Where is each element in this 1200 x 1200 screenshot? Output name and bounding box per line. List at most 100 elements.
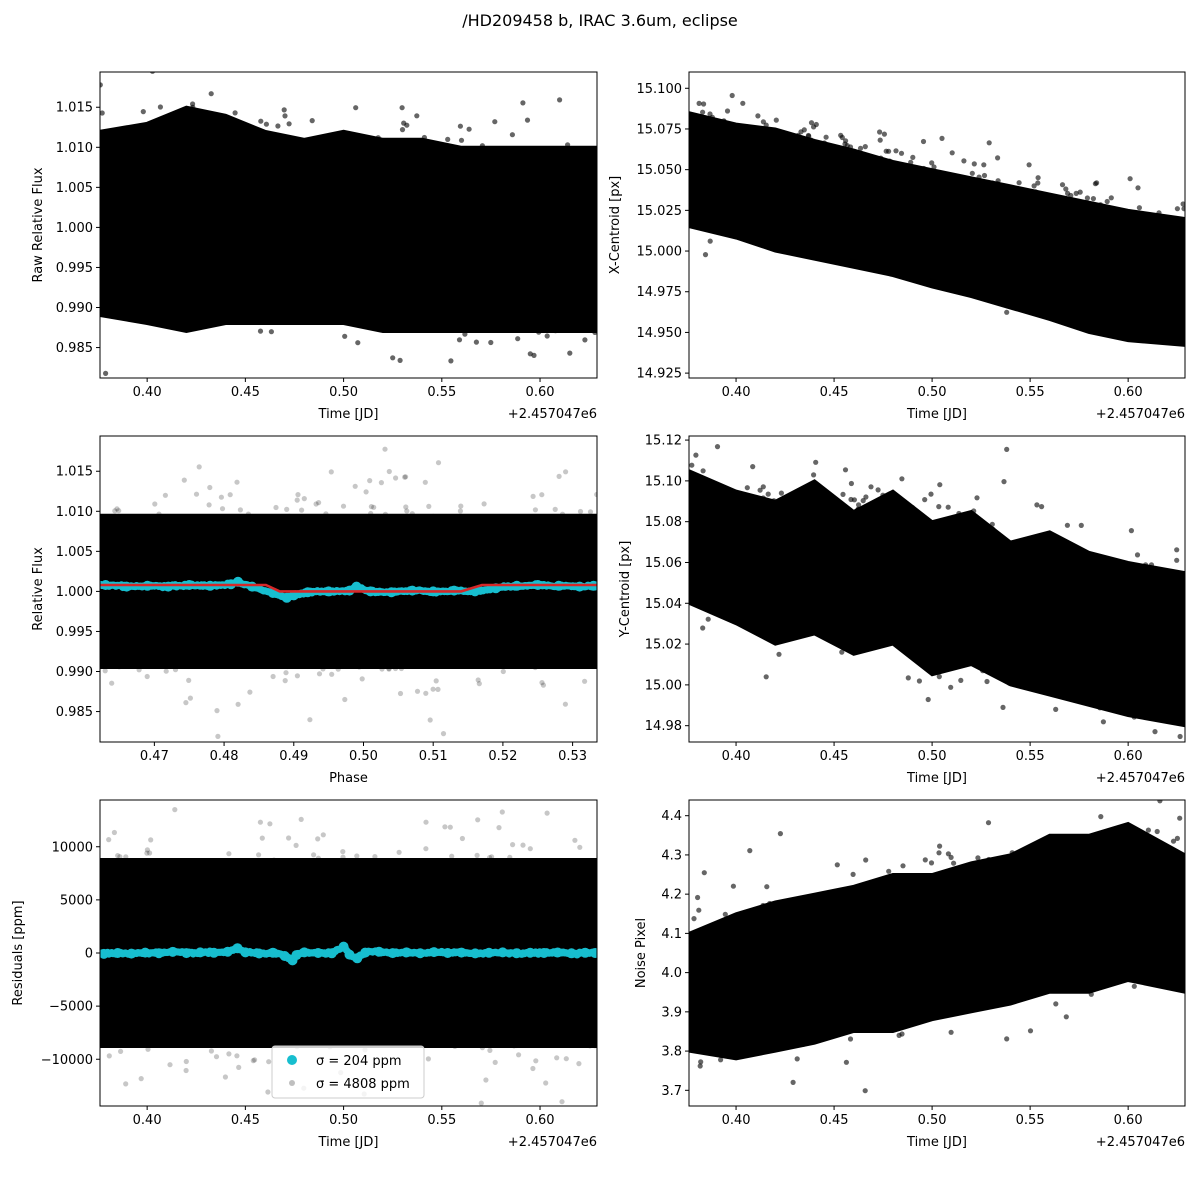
y-centroid-point — [953, 603, 960, 609]
x-centroid-point — [1123, 234, 1129, 240]
raw-flux-point — [258, 212, 264, 218]
residuals-point — [482, 962, 488, 968]
raw-flux-point — [145, 192, 151, 198]
x-centroid-point — [1019, 225, 1025, 231]
y-centroid-point — [1125, 649, 1131, 655]
x-centroid-point — [707, 138, 713, 144]
x-centroid-point — [942, 183, 948, 189]
residuals-point — [359, 1033, 365, 1039]
phase-flux-point — [241, 562, 247, 568]
y-centroid-point — [1034, 502, 1040, 508]
y-centroid-point — [824, 570, 831, 576]
phase-flux-point — [535, 567, 541, 574]
phase-flux-point — [430, 686, 436, 692]
y-centroid-point — [1115, 597, 1121, 604]
phase-flux-point — [414, 581, 420, 587]
raw-flux-point — [567, 350, 573, 356]
raw-flux-point — [530, 284, 536, 291]
raw-flux-point — [148, 273, 154, 279]
phase-flux-point — [279, 552, 285, 559]
phase-flux-point — [136, 636, 142, 642]
x-centroid-point — [968, 267, 974, 273]
phase-flux-point — [240, 626, 246, 633]
y-centroid-point — [753, 548, 759, 554]
phase-flux-point — [497, 594, 503, 600]
figure-title: /HD209458 b, IRAC 3.6um, eclipse — [462, 11, 738, 30]
raw-flux-point — [529, 242, 535, 248]
residuals-point — [227, 965, 234, 971]
x-centroid-point — [1009, 260, 1015, 266]
raw-flux-point — [368, 225, 375, 232]
raw-flux-point — [537, 243, 543, 249]
raw-flux-point — [182, 159, 188, 165]
raw-flux-point — [411, 231, 417, 237]
y-centroid-point — [999, 629, 1006, 635]
phase-flux-point — [435, 460, 442, 466]
phase-flux-point — [564, 640, 570, 646]
y-centroid-point — [855, 507, 861, 513]
raw-flux-point — [391, 232, 397, 238]
phase-flux-point — [336, 612, 342, 618]
phase-flux-point — [572, 578, 579, 584]
raw-flux-point — [205, 257, 211, 263]
x-centroid-point — [1124, 280, 1130, 286]
y-centroid-point — [1026, 613, 1033, 619]
residuals-point — [499, 916, 506, 922]
y-centroid-point — [811, 472, 817, 478]
y-centroid-point — [1045, 633, 1051, 640]
y-centroid-point — [767, 548, 774, 554]
x-centroid-point — [1033, 197, 1040, 203]
y-centroid-point — [1024, 678, 1030, 684]
phase-flux-point — [198, 535, 204, 541]
phase-flux-point — [187, 616, 194, 622]
y-centroid-point — [713, 494, 719, 500]
phase-flux-point — [397, 690, 404, 697]
raw-flux-point — [429, 179, 435, 185]
raw-flux-point — [249, 164, 255, 170]
x-centroid-point — [1180, 223, 1185, 229]
x-centroid-point — [707, 183, 714, 190]
phase-flux-point — [542, 662, 548, 668]
x-centroid-point — [893, 176, 899, 182]
phase-flux-point — [208, 657, 214, 663]
residuals-point — [383, 1007, 389, 1013]
x-centroid-point — [1029, 210, 1035, 216]
y-centroid-point — [848, 563, 854, 569]
phase-flux-point — [153, 611, 159, 617]
residuals-point — [587, 1037, 594, 1043]
raw-flux-point — [388, 165, 394, 171]
raw-flux-point — [280, 224, 286, 230]
phase-flux-point — [499, 573, 505, 579]
phase-flux-point — [443, 629, 449, 635]
x-centroid-point — [1143, 269, 1149, 275]
raw-flux-point — [372, 280, 378, 286]
y-centroid-point — [873, 627, 879, 634]
x-centroid-point — [877, 137, 883, 143]
raw-flux-point — [160, 230, 166, 236]
residuals-point — [576, 1061, 582, 1067]
residuals-point — [374, 908, 380, 914]
y-centroid-point — [972, 611, 978, 617]
phase-flux-point — [154, 575, 160, 582]
raw-flux-point — [316, 252, 322, 258]
phase-flux-point — [379, 666, 385, 672]
residuals-point — [409, 978, 415, 984]
raw-flux-point — [100, 284, 106, 290]
raw-flux-point — [563, 219, 569, 226]
phase-flux-point — [164, 534, 170, 540]
y-centroid-point — [754, 556, 760, 562]
residuals-point — [521, 1038, 527, 1044]
phase-flux-point — [386, 666, 392, 672]
phase-flux-point — [112, 602, 118, 608]
raw-flux-point — [412, 207, 418, 213]
y-centroid-point — [975, 547, 981, 553]
phase-flux-point — [506, 568, 512, 575]
phase-flux-point — [437, 620, 443, 627]
x-centroid-point — [866, 192, 872, 198]
phase-flux-point — [249, 590, 255, 597]
phase-flux-point — [184, 568, 190, 574]
x-centroid-point — [929, 238, 935, 244]
phase-flux-point — [365, 635, 372, 641]
raw-flux-point — [559, 292, 565, 298]
x-centroid-point — [1120, 239, 1126, 245]
